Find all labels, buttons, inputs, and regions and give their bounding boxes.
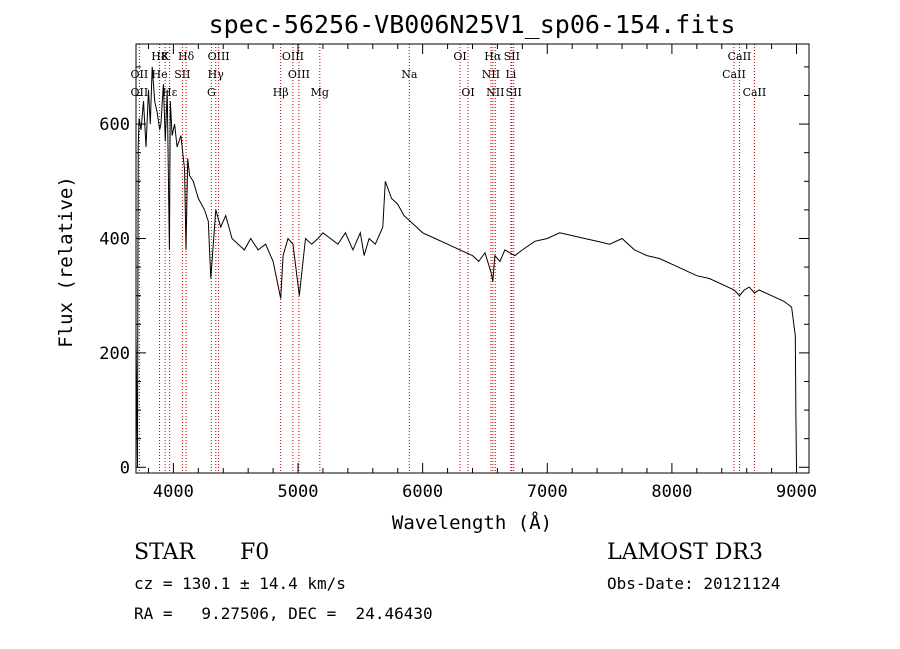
redshift-velocity: cz = 130.1 ± 14.4 km/s	[134, 574, 346, 593]
emission-line-label: CaII	[728, 50, 752, 63]
emission-line-label: SII	[506, 86, 522, 99]
emission-line-label: NII	[486, 86, 504, 99]
emission-line-markers	[138, 44, 755, 473]
x-tick-label: 9000	[776, 482, 817, 502]
emission-line-label: OIII	[288, 68, 310, 81]
x-tick-label: 6000	[402, 482, 443, 502]
emission-line-label: Hβ	[273, 86, 289, 99]
x-tick-label: 5000	[278, 482, 319, 502]
x-tick-label: 8000	[651, 482, 692, 502]
emission-line-label: OIII	[208, 50, 230, 63]
emission-line-label: Hα	[484, 50, 502, 63]
y-axis-label: Flux (relative)	[55, 176, 77, 348]
emission-line-label: OI	[453, 50, 466, 63]
emission-line-label: CaII	[743, 86, 767, 99]
emission-line-label: SII	[504, 50, 520, 63]
emission-line-label: H8	[151, 50, 168, 63]
object-class: STAR	[134, 540, 195, 565]
emission-line-label: Na	[401, 68, 418, 81]
object-subclass: F0	[240, 540, 270, 565]
emission-line-label: Hε	[162, 86, 178, 99]
chart-title: spec-56256-VB006N25V1_sp06-154.fits	[209, 10, 736, 39]
x-tick-label: 4000	[153, 482, 194, 502]
emission-line-label: Li	[505, 68, 516, 81]
emission-line-label: He	[152, 68, 168, 81]
emission-line-label: G	[207, 86, 216, 99]
emission-line-label: OIII	[282, 50, 304, 63]
emission-line-label: Hγ	[208, 68, 225, 81]
ra-dec: RA = 9.27506, DEC = 24.46430	[134, 604, 433, 623]
x-tick-label: 7000	[527, 482, 568, 502]
emission-line-label: Mg	[311, 86, 329, 99]
emission-line-label: K	[161, 50, 170, 63]
y-tick-label: 0	[120, 458, 130, 478]
x-axis-label: Wavelength (Å)	[392, 511, 552, 534]
y-tick-label: 600	[99, 115, 130, 135]
emission-line-label: OII	[131, 68, 149, 81]
emission-line-label: CaII	[722, 68, 746, 81]
y-tick-label: 200	[99, 344, 130, 364]
emission-line-label: OII	[131, 86, 149, 99]
observation-date: Obs-Date: 20121124	[607, 574, 781, 593]
plot-frame	[135, 43, 810, 474]
emission-line-label: NII	[482, 68, 500, 81]
survey-name: LAMOST DR3	[607, 540, 763, 565]
x-axis-ticks: 4000 5000 6000 7000 8000 9000	[147, 44, 817, 502]
y-axis-ticks: 0 200 400 600	[99, 66, 809, 478]
emission-line-label: Hδ	[178, 50, 195, 63]
y-tick-label: 400	[99, 229, 130, 249]
flux-spectrum-line	[135, 66, 797, 468]
emission-line-label: OI	[461, 86, 474, 99]
emission-line-label: SII	[174, 68, 190, 81]
